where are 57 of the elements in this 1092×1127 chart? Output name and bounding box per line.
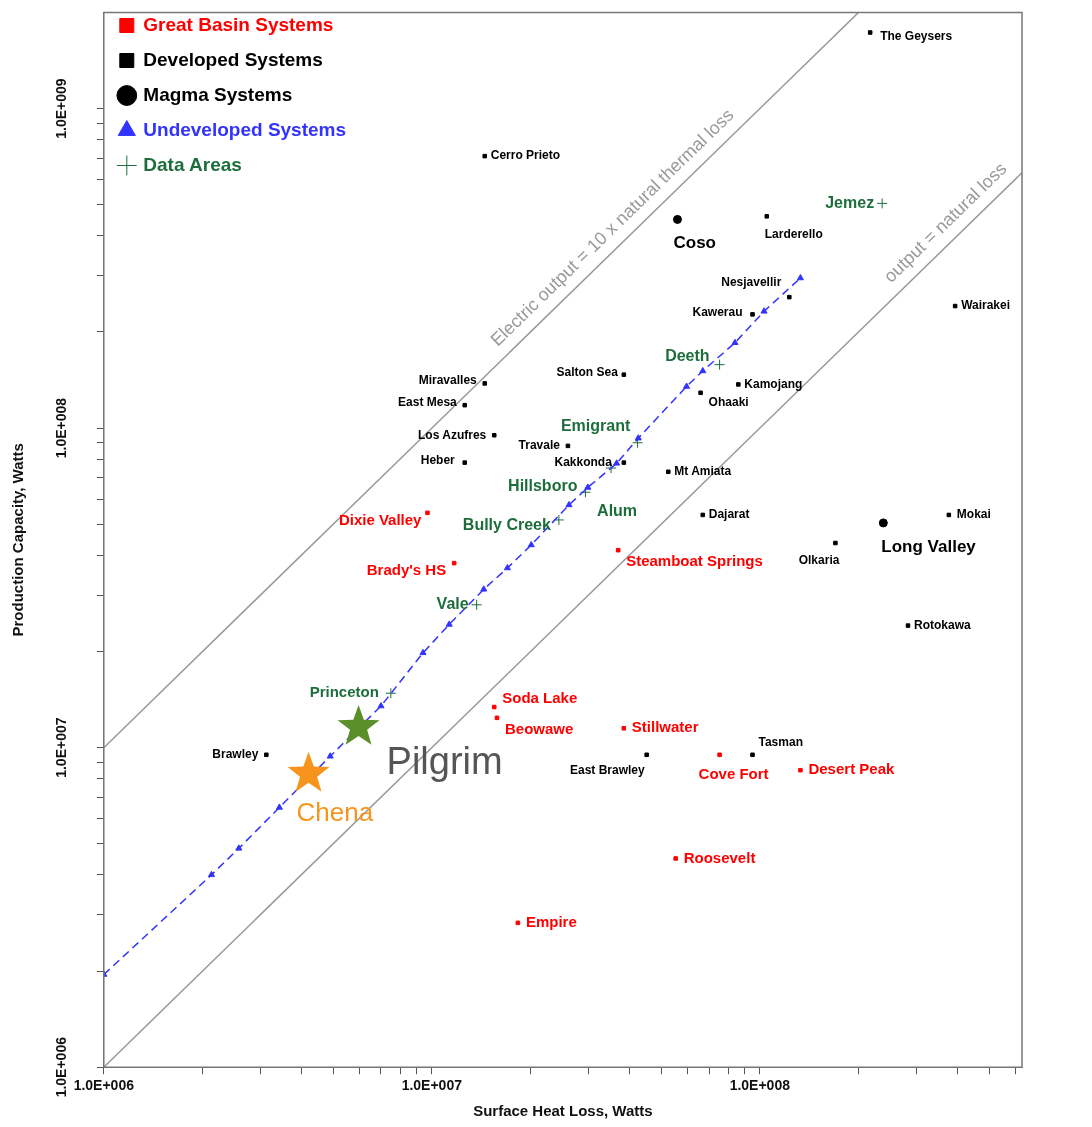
x-axis-title: Surface Heat Loss, Watts — [473, 1102, 653, 1120]
annotation: Soda Lake — [502, 689, 578, 707]
annotation: Travale — [518, 438, 561, 453]
legend-label: Great Basin Systems — [143, 13, 334, 35]
annotation: Mt Amiata — [674, 464, 732, 479]
annotation: Beowawe — [504, 719, 574, 737]
annotation: Rotokawa — [914, 617, 971, 632]
annotation: Steamboat Springs — [626, 552, 763, 570]
annotation: Miravalles — [418, 372, 478, 387]
annotation: Dixie Valley — [338, 511, 423, 529]
annotation: Kawerau — [692, 304, 743, 319]
annotation: Coso — [673, 233, 716, 253]
annotation: Olkaria — [798, 553, 840, 568]
annotation: Nesjavellir — [721, 275, 782, 290]
annotation: Cerro Prieto — [490, 148, 561, 163]
annotation: Cove Fort — [698, 764, 769, 782]
annotation: Los Azufres — [418, 427, 487, 442]
annotation: Kakkonda — [554, 454, 613, 469]
annotation: East Mesa — [398, 395, 458, 410]
annotation: Princeton — [309, 683, 379, 701]
x-tick-label: 1.0E+007 — [401, 1077, 463, 1094]
annotation: Desert Peak — [808, 760, 895, 778]
annotation: Deeth — [665, 347, 710, 365]
annotation: Long Valley — [881, 536, 977, 556]
y-tick-label: 1.0E+009 — [53, 78, 70, 139]
legend-label: Developed Systems — [143, 48, 323, 70]
annotation: Emigrant — [560, 417, 631, 435]
annotation: Mokai — [956, 507, 991, 522]
annotation: Larderello — [764, 226, 823, 241]
annotation: Ohaaki — [708, 395, 749, 410]
y-axis-title: Production Capacity, Watts — [9, 443, 27, 637]
annotation: Bully Creek — [462, 516, 551, 534]
annotation: Alum — [597, 502, 638, 520]
annotation: East Brawley — [569, 763, 646, 778]
x-tick-label: 1.0E+008 — [729, 1077, 791, 1094]
annotation: Kamojang — [744, 376, 803, 391]
annotation: Brawley — [212, 747, 259, 762]
legend-label: Data Areas — [143, 153, 242, 175]
annotation: Empire — [525, 912, 577, 930]
annotation: Roosevelt — [683, 848, 756, 866]
annotation: Heber — [420, 452, 456, 467]
annotation: Wairakei — [961, 298, 1011, 313]
annotation: The Geysers — [880, 28, 953, 43]
annotation: Tasman — [758, 735, 803, 750]
x-tick-label: 1.0E+006 — [73, 1077, 135, 1094]
y-tick-label: 1.0E+008 — [53, 397, 70, 459]
legend-label: Undeveloped Systems — [143, 118, 347, 140]
y-tick-label: 1.0E+007 — [53, 717, 70, 778]
annotation: Vale — [436, 595, 469, 613]
annotation: Brady's HS — [366, 561, 447, 579]
legend-label: Magma Systems — [143, 83, 293, 105]
annotation: Jemez — [825, 193, 875, 211]
annotation: Salton Sea — [556, 364, 619, 379]
annotation: Hillsboro — [508, 476, 578, 494]
annotation: Stillwater — [631, 718, 699, 736]
annotation: Dajarat — [708, 507, 750, 522]
annotation: Chena — [296, 797, 374, 828]
